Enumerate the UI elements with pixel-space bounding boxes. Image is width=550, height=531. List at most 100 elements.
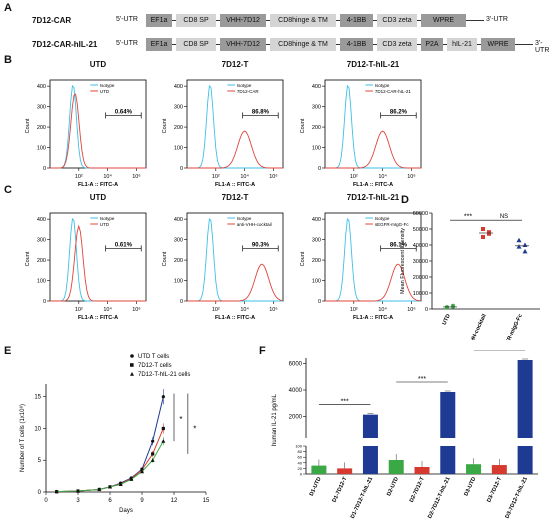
y-tick-label: 10 [34,426,41,432]
construct-segment: P2A [421,38,443,51]
connector-line [266,44,270,45]
legend-label: 7D12-T-hIL-21 cells [138,372,190,378]
y-tick-label: 0 [180,166,183,172]
legend-label: Isotype [100,83,115,88]
y-tick-label: 0 [43,166,46,172]
y-tick-label: 15 [34,395,41,401]
gate-percent: 86.8% [252,109,270,115]
y-tick-label: 100 [174,279,183,285]
gate-percent: 86.2% [390,109,408,115]
sig-label: NS [500,214,508,220]
panel-label-c: C [4,184,12,196]
bar [517,360,533,438]
data-point [161,439,166,443]
histogram-title: 7D12-T-hIL-21 [346,60,400,69]
y-tick-label: 40000 [413,243,428,249]
construct-segment: 4-1BB [340,14,373,27]
isotype-curve [187,217,283,302]
y-tick-label: 20 [298,466,303,471]
connector-line [216,44,220,45]
y-tick-label: 60000 [413,211,428,217]
construct-segment: CD8hinge & TM [270,14,336,27]
connector-line [477,44,481,45]
y-tick-label: 100 [174,146,183,152]
histogram-title: UTD [89,60,107,69]
y-tick-label: 400 [312,217,321,223]
connector-line [417,20,421,21]
data-point [161,395,165,399]
y-tick-label: 100 [295,444,302,449]
legend-label: 7D12-CAR-hIL-21 [375,89,412,94]
data-point [76,489,80,493]
y-axis-label: Count [300,118,306,133]
data-point [516,244,522,249]
data-point [481,227,485,231]
x-category-label: anti-VHH-cocktail [463,313,488,340]
x-tick-label: 10⁴ [240,173,249,180]
bar [311,465,327,474]
x-axis-label: Days [119,508,133,514]
x-category-label: D1-7D12-T [332,476,349,504]
gate-percent: 90.3% [252,242,270,248]
data-point [140,469,144,474]
isotype-curve [187,84,283,169]
histogram-title: 7D12-T-hIL-21 [346,193,400,202]
x-tick-label: 0 [44,498,48,504]
data-point [161,426,165,431]
x-tick-label: 12 [171,498,178,504]
x-axis-label: FL1-A :: FITC-A [353,315,393,321]
bar [491,465,507,474]
data-point [151,452,155,456]
histogram-title: 7D12-T [221,60,249,69]
y-tick-label: 6000 [289,361,303,367]
legend-marker [130,363,134,367]
connector-line [172,44,176,45]
y-tick-label: 0 [318,299,321,305]
x-category-label: D3-UTD [463,476,477,497]
x-tick-label: 10⁴ [103,173,112,180]
y-axis-label: Count [162,251,168,266]
sample-curve [50,224,146,302]
y-axis-label: Count [162,118,168,133]
sig-label: *** [341,399,349,406]
y-axis-label: Count [25,118,31,133]
series-line [56,440,164,493]
x-tick-label: 10² [75,307,83,313]
x-category-label: UTD [442,313,452,326]
sig-label: * [193,425,196,434]
y-tick-label: 100 [312,146,321,152]
legend-label: Isotype [375,83,390,88]
sample-curve [50,93,146,169]
sample-curve [325,130,421,169]
x-category-label: D1-UTD [309,476,323,497]
y-axis-label: Count [25,251,31,266]
y-tick-label: 80 [298,449,303,454]
construct-name: 7D12-CAR [32,16,72,25]
x-category-label: D2-7D12-T [409,476,426,504]
panel-label-d: D [401,194,409,206]
utr3-label: 3'-UTR [535,40,550,54]
bar [414,467,430,474]
y-axis-label: Number of T cells (1x10⁸) [19,404,26,472]
series-line [56,428,164,493]
y-tick-label: 50000 [413,227,428,233]
gate-percent: 0.61% [115,242,133,248]
data-point [150,458,155,462]
gate-percent: 86.1% [390,242,408,248]
data-point [516,237,522,243]
x-axis-label: FL1-A :: FITC-A [215,315,255,321]
construct-segment: 4-1BB [340,38,373,51]
bar [388,460,404,474]
data-point [522,242,528,247]
legend-label: 7D12-CAR [237,89,260,94]
x-tick-label: 3 [76,498,80,504]
utr5-label: 5'-UTR [116,40,138,47]
data-point [445,305,449,310]
x-tick-label: 10⁴ [240,306,249,313]
y-tick-label: 60 [298,455,303,460]
construct-segment: EF1a [146,38,172,51]
y-tick-label: 200 [37,125,46,131]
